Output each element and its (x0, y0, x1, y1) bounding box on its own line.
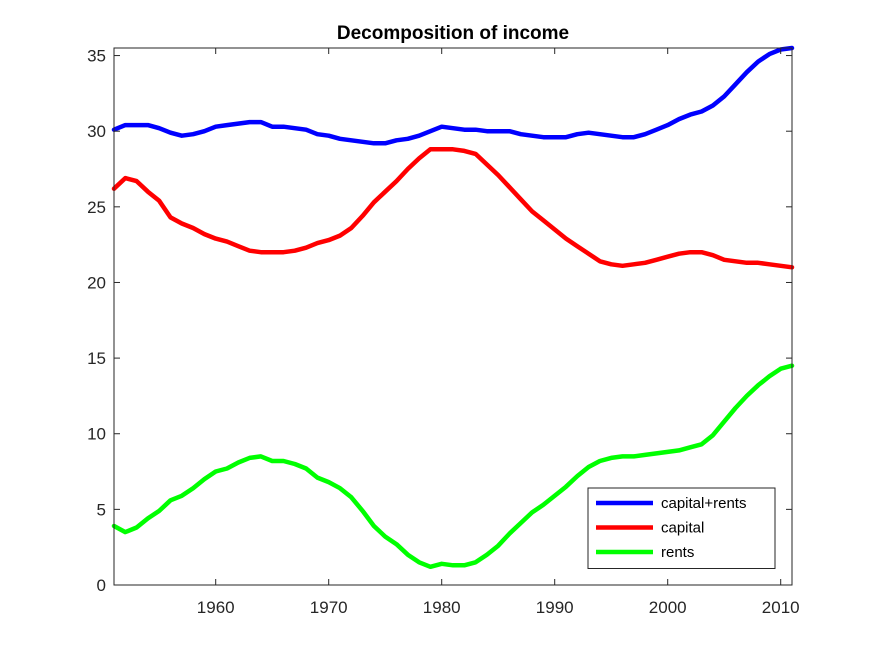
legend-label: rents (661, 544, 694, 561)
y-tick-label: 30 (87, 122, 106, 141)
y-tick-label: 20 (87, 273, 106, 292)
x-tick-label: 1960 (197, 598, 235, 617)
x-tick-label: 1990 (536, 598, 574, 617)
series-line-rents (111, 363, 795, 570)
y-tick-label: 0 (97, 576, 106, 595)
x-tick-label: 2000 (649, 598, 687, 617)
legend-label: capital (661, 520, 704, 537)
y-tick-label: 10 (87, 425, 106, 444)
axes (113, 47, 793, 586)
series-line-capital (111, 147, 795, 270)
tick-marks: 1960 1970 1980 1990 2000 2010 0 5 10 15 20 25 30 35 (87, 47, 800, 617)
legend: capital+rents capital rents (587, 487, 776, 569)
y-tick-label: 15 (87, 349, 106, 368)
y-tick-label: 5 (97, 500, 106, 519)
series-lines (111, 45, 795, 570)
x-tick-label: 1970 (310, 598, 348, 617)
chart-title: Decomposition of income (337, 23, 569, 44)
legend-label: capital+rents (661, 495, 746, 512)
x-tick-label: 2010 (762, 598, 800, 617)
y-tick-label: 35 (87, 47, 106, 66)
y-tick-label: 25 (87, 198, 106, 217)
plot-area-frame (113, 47, 793, 586)
x-tick-label: 1980 (423, 598, 461, 617)
series-line-capital-rents (111, 45, 795, 146)
